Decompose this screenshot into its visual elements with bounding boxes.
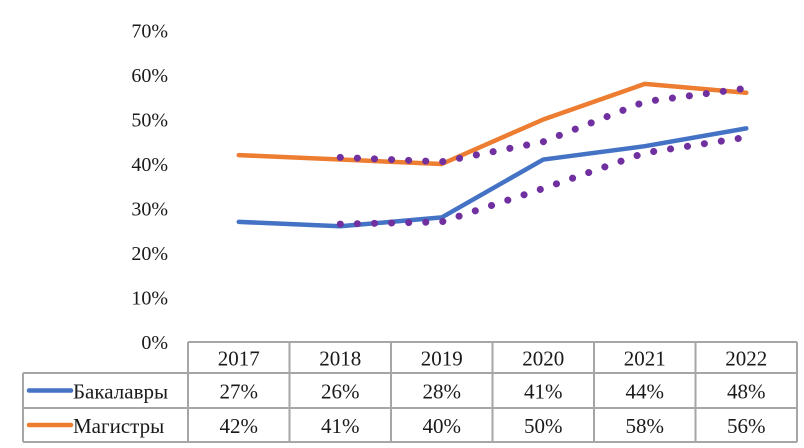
legend-label: Магистры bbox=[73, 414, 164, 438]
y-tick-label: 10% bbox=[131, 288, 168, 310]
x-category-label: 2021 bbox=[624, 347, 666, 371]
data-label: 48% bbox=[727, 380, 766, 404]
x-category-label: 2020 bbox=[522, 347, 564, 371]
trendline-bakalavry bbox=[336, 133, 750, 228]
plot-area bbox=[236, 81, 750, 229]
data-label: 41% bbox=[321, 414, 360, 438]
series-lines bbox=[236, 81, 749, 229]
y-tick-label: 60% bbox=[131, 65, 168, 87]
data-label: 40% bbox=[423, 414, 462, 438]
data-label: 42% bbox=[220, 414, 259, 438]
series-line-magistry bbox=[236, 81, 749, 167]
x-category-label: 2018 bbox=[319, 347, 361, 371]
data-label: 58% bbox=[626, 414, 665, 438]
y-tick-label: 30% bbox=[131, 199, 168, 221]
data-label: 44% bbox=[626, 380, 665, 404]
data-label: 50% bbox=[524, 414, 563, 438]
x-category-label: 2017 bbox=[218, 347, 260, 371]
data-table: 2017 2018 2019 2020 2021 2022 Бакалавры 27% 26% 2… bbox=[22, 341, 798, 443]
y-tick-label: 50% bbox=[131, 110, 168, 132]
data-label: 41% bbox=[524, 380, 563, 404]
y-tick-label: 0% bbox=[141, 332, 168, 354]
y-tick-label: 70% bbox=[131, 21, 168, 43]
data-label: 56% bbox=[727, 414, 766, 438]
data-label: 27% bbox=[220, 380, 259, 404]
legend-label: Бакалавры bbox=[73, 380, 168, 404]
y-tick-label: 40% bbox=[131, 154, 168, 176]
data-label: 26% bbox=[321, 380, 360, 404]
x-category-label: 2022 bbox=[725, 347, 767, 371]
trendline-magistry bbox=[336, 84, 750, 166]
trendlines bbox=[336, 84, 750, 228]
x-category-label: 2019 bbox=[421, 347, 463, 371]
y-tick-label: 20% bbox=[131, 243, 168, 265]
data-label: 28% bbox=[423, 380, 462, 404]
y-axis: 0% 10% 20% 30% 40% 50% 60% 70% bbox=[131, 21, 168, 355]
series-line-bakalavry bbox=[236, 126, 749, 229]
